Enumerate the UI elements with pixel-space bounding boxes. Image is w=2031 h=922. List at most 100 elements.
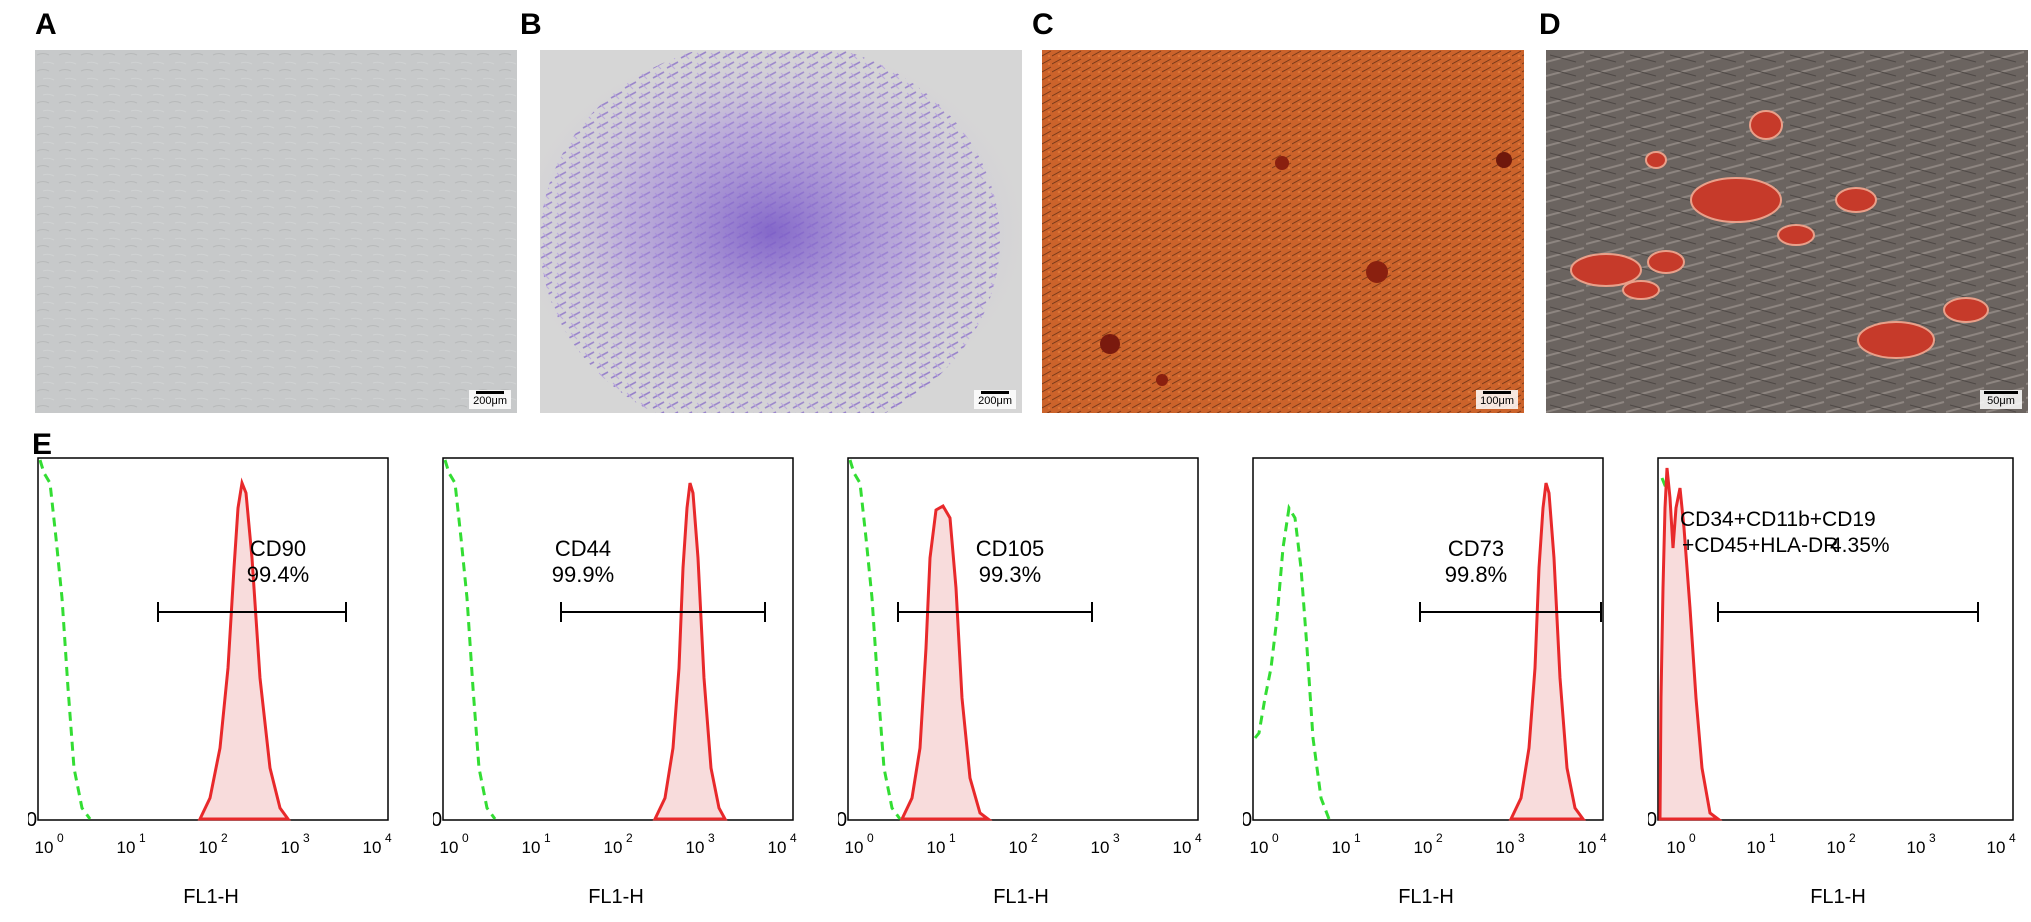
y-zero-label: 0 [1648,809,1657,831]
marker-label: CD105 [976,536,1044,561]
svg-text:10: 10 [845,838,864,857]
scale-bar-b: 200μm [974,390,1016,409]
svg-text:10: 10 [1091,838,1110,857]
scale-bar-d: 50μm [1980,390,2022,409]
histogram-negative-markers: CD34+CD11b+CD19 +CD45+HLA-DR 4.35% 0 10 0… [1648,448,2031,918]
svg-text:2: 2 [1031,831,1038,845]
percent-label: 99.3% [979,562,1041,587]
svg-text:2: 2 [1436,831,1443,845]
svg-text:10: 10 [363,838,382,857]
isotype-control-curve [38,459,92,820]
percent-label: 99.8% [1445,562,1507,587]
scale-label-b: 200μm [978,395,1012,407]
svg-text:1: 1 [1354,831,1361,845]
isotype-control-curve [1253,503,1331,820]
svg-text:4: 4 [790,831,797,845]
micrograph-d: 50μm [1546,50,2028,413]
svg-text:10: 10 [117,838,136,857]
marker-label: CD73 [1448,536,1504,561]
svg-text:3: 3 [1929,831,1936,845]
percent-label: 4.35% [1830,534,1890,557]
histogram-cd44: CD44 99.9% 0 10 0 10 1 10 2 10 3 10 4 FL1-H [433,448,833,918]
histogram-cd73: CD73 99.8% 0 10 0 10 1 10 2 10 3 10 4 FL1-H [1243,448,1643,918]
svg-text:10: 10 [1987,838,2006,857]
x-axis-label: FL1-H [183,886,239,908]
x-tick-labels: 10 0 10 1 10 2 10 3 10 4 [35,831,392,857]
x-axis-label: FL1-H [1810,886,1866,908]
stained-histogram-curve [1508,482,1586,821]
y-zero-label: 0 [433,809,442,831]
x-tick-labels: 10 0 10 1 10 2 10 3 10 4 [440,831,797,857]
histogram-frame [847,457,1199,821]
svg-text:10: 10 [281,838,300,857]
isotype-control-curve [848,459,902,820]
x-axis-label: FL1-H [1398,886,1454,908]
svg-text:1: 1 [139,831,146,845]
svg-text:10: 10 [1667,838,1686,857]
svg-text:3: 3 [1518,831,1525,845]
x-axis-label: FL1-H [993,886,1049,908]
svg-text:10: 10 [1009,838,1028,857]
svg-text:10: 10 [927,838,946,857]
histogram-frame [1252,457,1604,821]
svg-text:10: 10 [686,838,705,857]
scale-label-a: 200μm [473,395,507,407]
svg-text:10: 10 [35,838,54,857]
histogram-frame [442,457,794,821]
svg-text:10: 10 [1578,838,1597,857]
svg-text:10: 10 [604,838,623,857]
svg-text:10: 10 [1414,838,1433,857]
svg-text:3: 3 [303,831,310,845]
scale-bar-a: 200μm [469,390,511,409]
svg-text:10: 10 [1747,838,1766,857]
stained-histogram-curve [197,477,291,821]
svg-text:3: 3 [708,831,715,845]
marker-label: CD44 [555,536,611,561]
svg-text:10: 10 [1250,838,1269,857]
svg-text:4: 4 [2009,831,2016,845]
stained-histogram-curve [899,503,993,821]
percent-label: 99.4% [247,562,309,587]
stained-histogram-curve [1658,467,1723,821]
percent-label: 99.9% [552,562,614,587]
svg-text:3: 3 [1113,831,1120,845]
x-tick-labels: 10 0 10 1 10 2 10 3 10 4 [845,831,1202,857]
histogram-cd90: CD90 99.4% 0 10 0 10 1 10 2 10 3 10 4 FL1-H [28,448,428,918]
y-zero-label: 0 [1243,809,1252,831]
marker-label-line2: +CD45+HLA-DR [1682,534,1838,557]
panel-label-d: D [1539,8,1561,41]
svg-text:0: 0 [867,831,874,845]
y-zero-label: 0 [28,809,37,831]
x-axis-label: FL1-H [588,886,644,908]
svg-text:10: 10 [1496,838,1515,857]
y-zero-label: 0 [838,809,847,831]
svg-text:10: 10 [1907,838,1926,857]
svg-text:10: 10 [1173,838,1192,857]
panel-label-a: A [35,8,57,41]
svg-text:1: 1 [949,831,956,845]
svg-text:2: 2 [626,831,633,845]
histogram-frame [37,457,389,821]
svg-text:10: 10 [440,838,459,857]
panel-label-e: E [32,428,53,461]
scale-label-c: 100μm [1480,395,1514,407]
marker-label: CD34+CD11b+CD19 [1680,508,1876,531]
panel-label-c: C [1032,8,1054,41]
micrograph-a: 200μm [35,50,517,413]
micrograph-c: 100μm [1042,50,1524,413]
svg-text:0: 0 [1272,831,1279,845]
svg-text:2: 2 [1849,831,1856,845]
scale-label-d: 50μm [1987,395,2015,407]
svg-text:10: 10 [1827,838,1846,857]
svg-text:4: 4 [1600,831,1607,845]
isotype-control-curve [443,459,497,820]
histogram-cd105: CD105 99.3% 0 10 0 10 1 10 2 10 3 10 4 FL1-H [838,448,1238,918]
panel-label-b: B [520,8,542,41]
svg-text:10: 10 [522,838,541,857]
svg-text:10: 10 [199,838,218,857]
x-tick-labels: 10 0 10 1 10 2 10 3 10 4 [1667,831,2016,857]
scale-bar-c: 100μm [1476,390,1518,409]
svg-text:10: 10 [768,838,787,857]
micrograph-b: 200μm [540,50,1022,413]
svg-text:4: 4 [1195,831,1202,845]
